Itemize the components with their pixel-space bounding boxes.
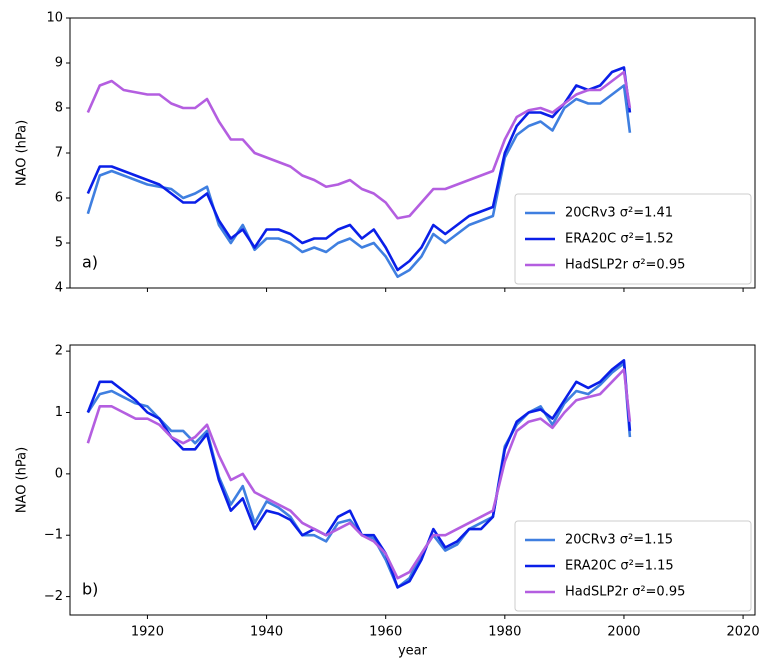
y-tick-label: 7 — [55, 146, 63, 161]
legend-label: ERA20C σ²=1.52 — [565, 232, 674, 247]
legend-label: ERA20C σ²=1.15 — [565, 559, 674, 574]
y-axis-label: NAO (hPa) — [15, 447, 30, 513]
x-tick-label: 2000 — [607, 625, 640, 640]
y-tick-label: 1 — [55, 405, 63, 420]
y-tick-label: 5 — [55, 236, 63, 251]
legend-label: 20CRv3 σ²=1.15 — [565, 533, 673, 548]
x-tick-label: 1980 — [488, 625, 521, 640]
series-line — [86, 84, 632, 279]
series-line — [86, 368, 632, 580]
panel-label: b) — [82, 580, 98, 599]
series-line — [86, 70, 632, 220]
x-axis-label: year — [398, 644, 428, 659]
y-tick-label: 9 — [55, 56, 63, 71]
plot-frame — [69, 344, 756, 616]
y-tick-label: −2 — [44, 589, 63, 604]
x-tick-label: 2020 — [727, 625, 760, 640]
legend-box — [514, 520, 752, 612]
x-tick-label: 1960 — [369, 625, 402, 640]
chart-panel: 4 5 6 7 8 9 10 NAO (hPa) a) 20CRv3 σ²=1.41 ERA20C … — [15, 11, 756, 296]
y-tick-label: −1 — [44, 528, 63, 543]
y-axis-label: NAO (hPa) — [15, 120, 30, 186]
plot-frame — [69, 17, 756, 289]
y-tick-label: 8 — [55, 101, 63, 116]
chart-panel: −2 −1 0 1 2 1920 1940 1960 1980 2000 2020 NAO (hPa)… — [15, 344, 760, 659]
x-tick-label: 1920 — [131, 625, 164, 640]
x-tick-label: 1940 — [250, 625, 283, 640]
legend-label: HadSLP2r σ²=0.95 — [565, 585, 685, 600]
y-tick-label: 6 — [55, 191, 63, 206]
y-tick-label: 10 — [46, 11, 63, 26]
legend-label: HadSLP2r σ²=0.95 — [565, 258, 685, 273]
y-tick-label: 0 — [55, 466, 63, 481]
series-line — [86, 66, 632, 272]
legend-box — [514, 193, 752, 285]
legend-label: 20CRv3 σ²=1.41 — [565, 206, 673, 221]
y-tick-label: 2 — [55, 344, 63, 359]
y-tick-label: 4 — [55, 281, 63, 296]
panel-label: a) — [82, 253, 98, 272]
